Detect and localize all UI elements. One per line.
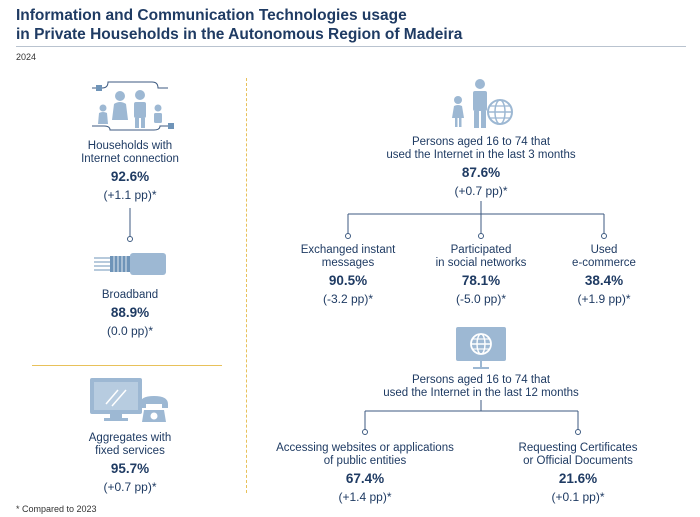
internet-12m-block: Persons aged 16 to 74 that used the Inte… (350, 374, 612, 400)
public-change: (+1.4 pp)* (338, 490, 392, 504)
ecommerce-label-1: Used (590, 244, 618, 256)
households-block: Households with Internet connection 92.6… (40, 140, 220, 203)
messages-value: 90.5% (328, 273, 368, 288)
broadband-change: (0.0 pp)* (106, 324, 154, 338)
households-label-1: Households with (87, 140, 173, 152)
messages-block: Exchanged instant messages 90.5% (-3.2 p… (278, 244, 418, 307)
left-section-separator (32, 365, 222, 366)
internet-3m-label-1: Persons aged 16 to 74 that (411, 136, 551, 148)
messages-change: (-3.2 pp)* (322, 292, 374, 306)
social-value: 78.1% (461, 273, 501, 288)
messages-label-1: Exchanged instant (300, 244, 396, 256)
fixed-change: (+0.7 pp)* (103, 480, 157, 494)
public-label-1: Accessing websites or applications (276, 442, 454, 454)
person-globe-icon (452, 79, 513, 128)
fixed-label-1: Aggregates with (88, 432, 172, 444)
footnote: * Compared to 2023 (16, 504, 97, 514)
title-line-2: in Private Households in the Autonomous … (16, 26, 463, 43)
certificates-change: (+0.1 pp)* (551, 490, 605, 504)
social-change: (-5.0 pp)* (455, 292, 507, 306)
households-label-2: Internet connection (81, 153, 179, 165)
fixed-services-block: Aggregates with fixed services 95.7% (+0… (40, 432, 220, 495)
social-label-2: in social networks (435, 257, 527, 269)
broadband-value: 88.9% (110, 305, 150, 320)
ecommerce-block: Used e-commerce 38.4% (+1.9 pp)* (554, 244, 654, 307)
certificates-label-2: or Official Documents (523, 455, 633, 467)
broadband-block: Broadband 88.9% (0.0 pp)* (40, 289, 220, 339)
households-value: 92.6% (110, 169, 150, 184)
internet-3m-block: Persons aged 16 to 74 that used the Inte… (360, 136, 602, 199)
certificates-value: 21.6% (558, 471, 598, 486)
internet-3m-value: 87.6% (461, 165, 501, 180)
title-line-1: Information and Communication Technologi… (16, 7, 407, 24)
public-value: 67.4% (345, 471, 385, 486)
family-icon (92, 81, 174, 131)
internet-12m-label-1: Persons aged 16 to 74 that (411, 374, 551, 386)
network-cable-icon (94, 253, 166, 275)
internet-3m-change: (+0.7 pp)* (454, 184, 508, 198)
header-divider (16, 46, 686, 47)
public-entities-block: Accessing websites or applications of pu… (262, 442, 468, 505)
tv-phone-icon (90, 378, 168, 422)
fixed-label-2: fixed services (95, 445, 165, 457)
page-title: Information and Communication Technologi… (16, 6, 686, 44)
monitor-globe-icon (456, 327, 506, 369)
certificates-block: Requesting Certificates or Official Docu… (504, 442, 652, 505)
social-block: Participated in social networks 78.1% (-… (416, 244, 546, 307)
internet-12m-label-2: used the Internet in the last 12 months (383, 387, 579, 399)
fixed-value: 95.7% (110, 461, 150, 476)
column-separator (246, 78, 247, 493)
public-label-2: of public entities (323, 455, 407, 467)
broadband-label: Broadband (101, 289, 159, 301)
year-label: 2024 (16, 52, 37, 62)
ecommerce-label-2: e-commerce (572, 257, 636, 269)
ecommerce-value: 38.4% (584, 273, 624, 288)
certificates-label-1: Requesting Certificates (518, 442, 638, 454)
social-label-1: Participated (450, 244, 512, 256)
messages-label-2: messages (321, 257, 375, 269)
households-change: (+1.1 pp)* (103, 188, 157, 202)
ecommerce-change: (+1.9 pp)* (577, 292, 631, 306)
internet-3m-label-2: used the Internet in the last 3 months (386, 149, 576, 161)
